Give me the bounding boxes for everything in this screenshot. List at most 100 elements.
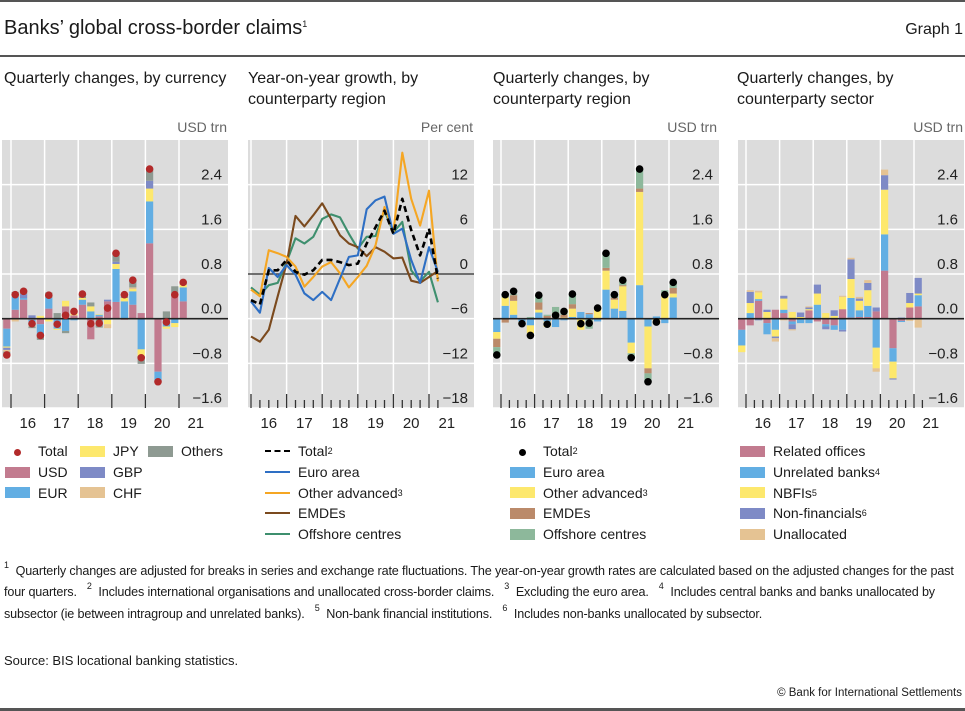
graph-title: Banks’ global cross-border claims1: [4, 17, 307, 40]
total-dot-icon: [519, 449, 526, 457]
bar-segment-euro-area: [594, 318, 602, 322]
bar-segment-others: [112, 253, 120, 262]
legend-item-emdes: EMDEs: [510, 503, 648, 524]
x-tick-label: 21: [677, 415, 694, 432]
y-tick-label: −18: [443, 390, 468, 407]
bar-segment-emdes: [610, 298, 618, 300]
legend-item-unrelated-banks: Unrelated banks 4: [740, 462, 880, 483]
total-dot: [61, 311, 70, 320]
x-tick-label: 20: [644, 415, 661, 432]
bar-segment-jpy: [104, 319, 112, 325]
bar-segment-other-advanced: [493, 332, 501, 339]
bar-segment-nbfis: [872, 347, 880, 369]
bar-segment-eur: [11, 296, 19, 310]
title-footnote-mark: 1: [302, 19, 308, 29]
panel-3-legend: Total 2 Euro area Other advanced 3 EMDEs O…: [510, 441, 648, 544]
legend-item-euro-area: Euro area: [265, 462, 403, 483]
bar-segment-chf: [104, 324, 112, 329]
bar-segment-related-offices: [755, 300, 763, 319]
bar-segment-eur: [146, 201, 154, 244]
bar-segment-other-advanced: [669, 293, 677, 298]
bar-segment-euro-area: [644, 318, 652, 327]
bar-segment-unrelated-banks: [855, 310, 863, 317]
panel-3-title: Quarterly changes, by counterparty regio…: [493, 70, 650, 108]
bar-segment-usd: [95, 316, 103, 319]
legend-label: Euro area: [298, 464, 360, 481]
bar-segment-euro-area: [652, 316, 660, 319]
y-tick-label: 1.6: [201, 211, 222, 228]
bar-segment-related-offices: [771, 309, 779, 319]
panel-1-unit: USD trn: [177, 119, 227, 135]
bar-segment-eur: [179, 287, 187, 302]
legend-item-total: Total 2: [510, 441, 648, 462]
bar-segment-jpy: [95, 314, 103, 315]
bar-segment-unallocated: [914, 318, 922, 328]
footnote-mark: 4: [658, 581, 664, 592]
bar-segment-eur: [87, 311, 95, 319]
bar-segment-usd: [3, 318, 11, 329]
swatch-icon: [740, 445, 765, 457]
bar-segment-jpy: [53, 328, 61, 330]
y-tick-label: −1.6: [683, 390, 713, 407]
bar-segment-unrelated-banks: [872, 318, 880, 348]
bar-segment-euro-area: [636, 285, 644, 319]
footnote-mark: 5: [314, 602, 320, 613]
panel-2-unit: Per cent: [420, 119, 473, 135]
bar-segment-nbfis: [830, 315, 838, 319]
bar-segment-related-offices: [788, 318, 796, 322]
bar-segment-non-financials: [914, 277, 922, 294]
bar-segment-offshore-centres: [526, 316, 534, 319]
bar-segment-usd: [87, 318, 95, 340]
bar-segment-emdes: [568, 304, 576, 309]
bar-segment-others: [171, 286, 179, 293]
bar-segment-euro-area: [526, 318, 534, 326]
footnote-text: Non-bank financial institutions.: [326, 606, 493, 621]
bar-segment-non-financials: [746, 291, 754, 304]
bar-segment-gbp: [20, 294, 28, 299]
legend-label: Total: [298, 443, 328, 460]
y-tick-label: 1.6: [692, 211, 713, 228]
legend-item-others: Others: [148, 441, 238, 462]
legend-item-gbp: GBP: [80, 462, 148, 483]
legend-label: Related offices: [773, 443, 866, 460]
footnote-mark: 6: [502, 602, 508, 613]
total-dot: [585, 319, 593, 327]
x-tick-label: 16: [754, 415, 771, 432]
bar-segment-eur: [78, 299, 86, 305]
total-dot: [53, 320, 61, 329]
total-dot: [95, 319, 103, 327]
bar-segment-eur: [120, 301, 128, 319]
bar-segment-euro-area: [619, 310, 627, 319]
x-tick-label: 19: [120, 415, 137, 432]
bar-segment-euro-area: [552, 318, 560, 328]
bar-segment-euro-area: [493, 318, 501, 333]
panel-4-legend: Related offices Unrelated banks 4 NBFIs 5 …: [740, 441, 880, 544]
footnote-text: Includes central banks and banks unalloc…: [4, 585, 935, 621]
bar-segment-eur: [112, 268, 120, 302]
y-tick-label: 12: [451, 167, 468, 184]
bar-segment-emdes: [510, 295, 518, 301]
bar-segment-non-financials: [771, 336, 779, 339]
bar-segment-jpy: [137, 349, 145, 357]
y-tick-label: 2.4: [692, 167, 713, 184]
bar-segment-other-advanced: [610, 299, 618, 309]
total-dot: [78, 290, 87, 298]
total-dot: [669, 278, 677, 287]
bar-segment-unrelated-banks: [813, 304, 821, 319]
bar-segment-related-offices: [906, 307, 914, 319]
y-tick-label: 2.4: [201, 167, 222, 184]
bar-segment-unallocated: [771, 338, 779, 342]
legend-label: Total: [38, 443, 68, 460]
bar-segment-jpy: [87, 306, 95, 312]
footnote-mark: 3: [504, 581, 510, 592]
y-tick-label: −1.6: [192, 390, 222, 407]
total-dot: [129, 276, 137, 284]
legend-label: Others: [181, 443, 224, 460]
footnote-text: Includes international organisations and…: [98, 585, 495, 600]
x-tick-label: 21: [922, 415, 939, 432]
total-dot: [635, 165, 644, 173]
top-rule: [0, 0, 965, 2]
swatch-icon: [80, 487, 105, 499]
bar-segment-non-financials: [797, 312, 805, 317]
